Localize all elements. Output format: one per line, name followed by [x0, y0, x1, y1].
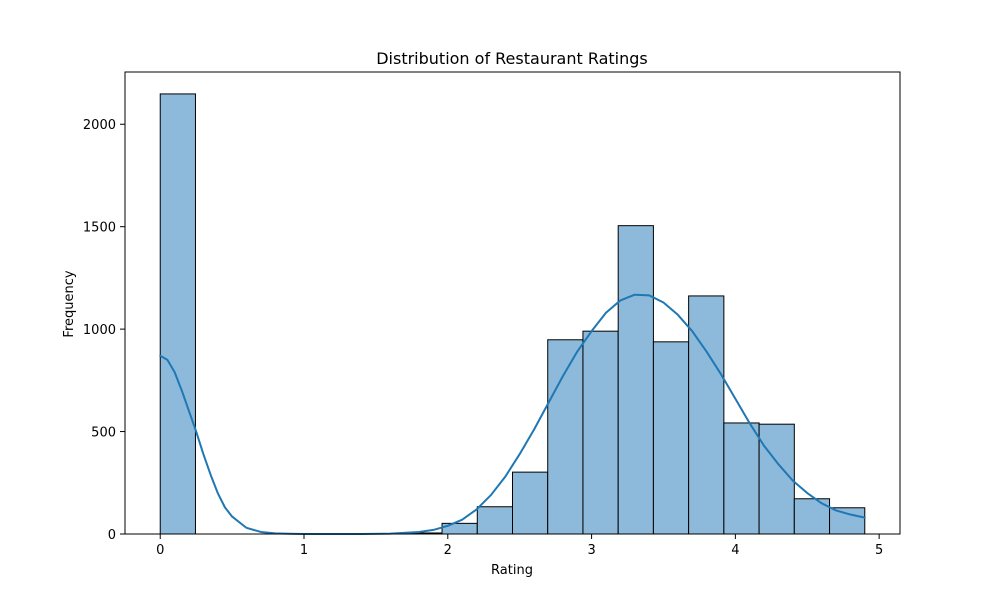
histogram-bar-17 — [758, 423, 795, 535]
histogram-bar-11 — [547, 339, 584, 535]
x-tick-label: 4 — [731, 543, 739, 558]
y-axis-label: Frequency — [62, 270, 77, 337]
x-tick-label: 1 — [300, 543, 308, 558]
histogram-bar-19 — [829, 507, 866, 535]
histogram-bar-9 — [476, 506, 514, 535]
y-tick-label: 2000 — [83, 118, 116, 133]
y-tick-label: 1500 — [83, 221, 116, 236]
y-tick-label: 0 — [108, 528, 116, 543]
histogram-bar-0 — [159, 93, 196, 535]
chart-title: Distribution of Restaurant Ratings — [376, 49, 648, 68]
x-tick-label: 5 — [875, 543, 883, 558]
kde-line — [159, 293, 866, 535]
histogram-bar-16 — [723, 422, 760, 535]
histogram-bar-10 — [512, 471, 549, 535]
histogram-bar-13 — [617, 225, 654, 535]
y-tick-label: 1000 — [83, 323, 116, 338]
x-tick-label: 0 — [156, 543, 164, 558]
histogram-bar-15 — [688, 295, 725, 535]
y-tick-label: 500 — [91, 426, 116, 441]
kde-layer — [159, 293, 866, 535]
x-tick-label: 3 — [587, 543, 595, 558]
bars-layer — [159, 93, 866, 535]
histogram-bar-14 — [652, 341, 690, 535]
x-tick-label: 2 — [444, 543, 452, 558]
plot-frame — [124, 71, 901, 535]
x-axis-label: Rating — [491, 563, 533, 578]
histogram-bar-12 — [582, 330, 619, 535]
axes-layer: 0 1 2 3 4 5 0 500 1000 1500 2000 — [83, 71, 901, 558]
